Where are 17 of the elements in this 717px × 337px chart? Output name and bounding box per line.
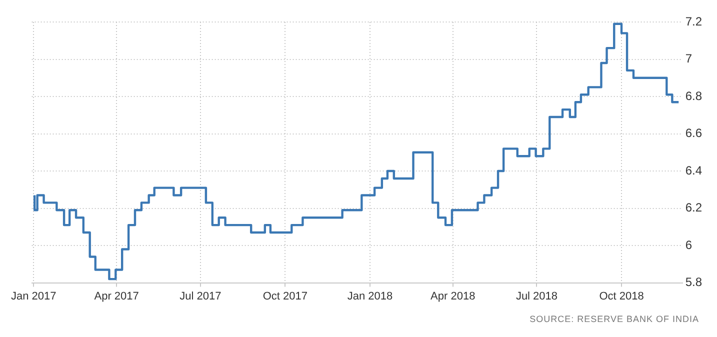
x-tick-label: Jul 2018	[516, 290, 558, 302]
x-tick-label: Apr 2018	[430, 290, 476, 302]
y-tick-label: 6.2	[685, 200, 702, 215]
y-tick-label: 6.6	[685, 126, 702, 140]
y-tick-label: 7	[685, 52, 692, 66]
y-tick-label: 6.8	[685, 88, 702, 103]
x-tick-label: Apr 2017	[94, 290, 139, 302]
y-tick-label: 6	[685, 238, 692, 252]
x-tick-label: Jul 2017	[180, 290, 222, 302]
y-tick-label: 6.4	[685, 163, 702, 178]
x-tick-label: Jan 2018	[347, 290, 393, 302]
x-tick-label: Jan 2017	[11, 290, 56, 302]
x-tick-label: Oct 2018	[599, 290, 644, 302]
x-tick-label: Oct 2017	[262, 290, 308, 302]
source-note: SOURCE: RESERVE BANK OF INDIA	[528, 314, 700, 324]
y-tick-label: 7.2	[685, 14, 702, 28]
y-tick-label: 5.8	[685, 275, 702, 290]
